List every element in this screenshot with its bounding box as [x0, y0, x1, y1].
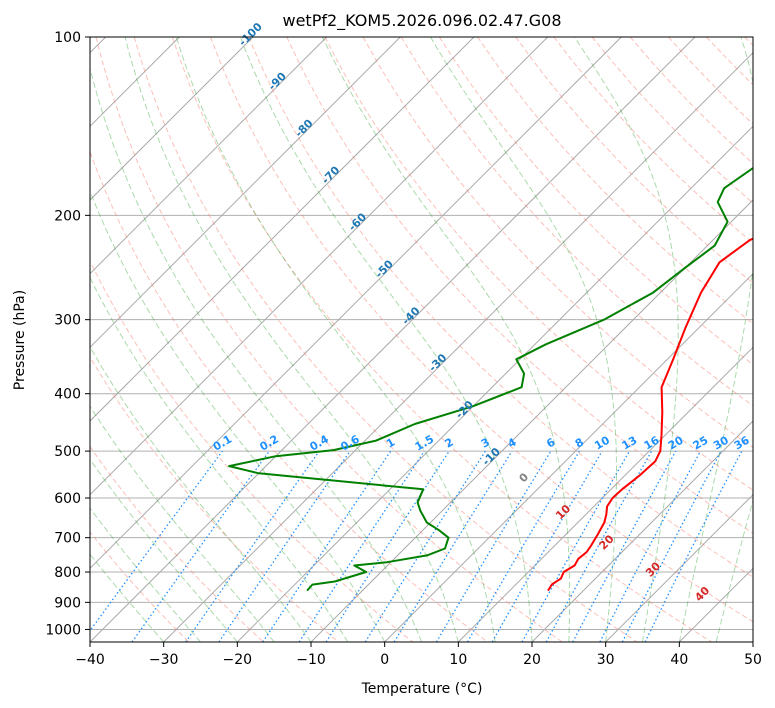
dry-adiabat-line: [248, 37, 753, 578]
mixing-ratio-line: [545, 450, 653, 642]
mixing-ratio-line: [644, 450, 743, 642]
chart-title: wetPf2_KOM5.2026.096.02.47.G08: [282, 11, 561, 31]
mixing-ratio-line: [131, 450, 270, 642]
dry-adiabat-line: [90, 445, 264, 642]
mixing-ratio-line: [521, 450, 631, 642]
mixing-ratio-line: [90, 450, 223, 632]
x-tick-label: −10: [296, 652, 326, 668]
dry-adiabat-line: [133, 37, 638, 642]
x-tick-label: −30: [149, 652, 179, 668]
dry-adiabat-line: [210, 37, 753, 623]
moist-adiabat-line: [430, 37, 617, 642]
y-tick-label: 500: [54, 444, 81, 460]
y-tick-label: 700: [54, 531, 81, 547]
moist-adiabat-line: [90, 507, 201, 642]
dry-adiabat-line: [90, 259, 414, 642]
moist-adiabat-line: [90, 405, 275, 642]
x-tick-label: −40: [75, 652, 105, 668]
y-tick-label: 800: [54, 565, 81, 581]
mixing-ratio-line: [218, 450, 351, 642]
isotherm-line: [90, 37, 696, 642]
y-tick-label: 1000: [45, 622, 81, 638]
mixing-ratio-line: [572, 450, 677, 642]
moist-adiabat-line: [175, 37, 496, 642]
y-axis: 1000 900 800 700 600 500 400 300 200 100: [45, 30, 90, 638]
isotherm-line: [90, 37, 475, 422]
x-tick-label: 0: [380, 652, 389, 668]
moist-adiabat-line: [239, 37, 533, 642]
moist-adiabat-line: [322, 37, 571, 642]
isotherm-line: [90, 37, 549, 496]
dry-adiabat-line: [477, 37, 753, 325]
isotherm-line: [457, 346, 753, 642]
y-tick-label: 100: [54, 30, 81, 46]
isotherm-line: [163, 51, 753, 642]
moist-adiabat-line: [90, 189, 386, 642]
moist-adiabat-line: [124, 37, 459, 642]
dry-adiabat-line: [515, 37, 753, 284]
moist-adiabat-line: [90, 553, 165, 642]
dry-adiabat-line: [400, 37, 753, 407]
dry-adiabat-line: [362, 37, 753, 449]
isotherm-line: [90, 37, 401, 349]
isotherm-line: [531, 420, 753, 642]
dry-adiabat-line: [324, 37, 753, 491]
moist-adiabat-line: [90, 345, 312, 642]
x-tick-label: 10: [449, 652, 467, 668]
dry-adiabat-line: [171, 37, 712, 642]
moist-adiabat-line: [90, 276, 349, 642]
dry-adiabat-line: [90, 150, 488, 642]
profile-lines: [228, 166, 753, 592]
y-tick-label: 300: [54, 313, 81, 329]
y-tick-label: 200: [54, 208, 81, 224]
x-tick-label: 30: [597, 652, 615, 668]
plot-frame: [89, 36, 754, 643]
dry-adiabat-line: [286, 37, 753, 534]
moist-adiabat-line: [574, 37, 679, 642]
x-tick-label: 50: [744, 652, 762, 668]
mixing-ratio-line: [185, 450, 320, 642]
isotherm-line: [90, 37, 328, 275]
temperature-profile-line: [547, 237, 753, 592]
isotherm-line: [90, 37, 622, 570]
isotherm-line: [236, 125, 753, 642]
x-tick-label: 40: [670, 652, 688, 668]
y-tick-label: 600: [54, 491, 81, 507]
isotherm-line: [90, 37, 254, 201]
dry-adiabat-line: [90, 356, 339, 642]
x-axis-title: Temperature (°C): [361, 681, 483, 697]
x-tick-label: −20: [223, 652, 253, 668]
mixing-ratio-line: [262, 450, 392, 642]
y-tick-label: 900: [54, 595, 81, 611]
mixing-ratio-line: [393, 450, 513, 642]
mixing-ratio-line: [298, 450, 425, 642]
dry-adiabat-line: [438, 37, 753, 366]
dry-adiabat-line: [95, 37, 563, 642]
y-axis-title: Pressure (hPa): [12, 290, 28, 390]
isotherm-line: [605, 493, 753, 642]
reference-lines: [90, 37, 753, 642]
moist-adiabat-line: [678, 37, 753, 642]
x-axis: −40 −30 −20 −10 0 10 20 30 40 50: [75, 642, 762, 668]
y-tick-label: 400: [54, 387, 81, 403]
isotherm-line: [384, 272, 753, 642]
dewpoint-profile-line: [228, 166, 753, 592]
moist-adiabat-line: [90, 65, 422, 642]
x-tick-label: 20: [523, 652, 541, 668]
moist-adiabat-line: [90, 458, 238, 642]
dry-adiabat-line: [90, 531, 190, 642]
